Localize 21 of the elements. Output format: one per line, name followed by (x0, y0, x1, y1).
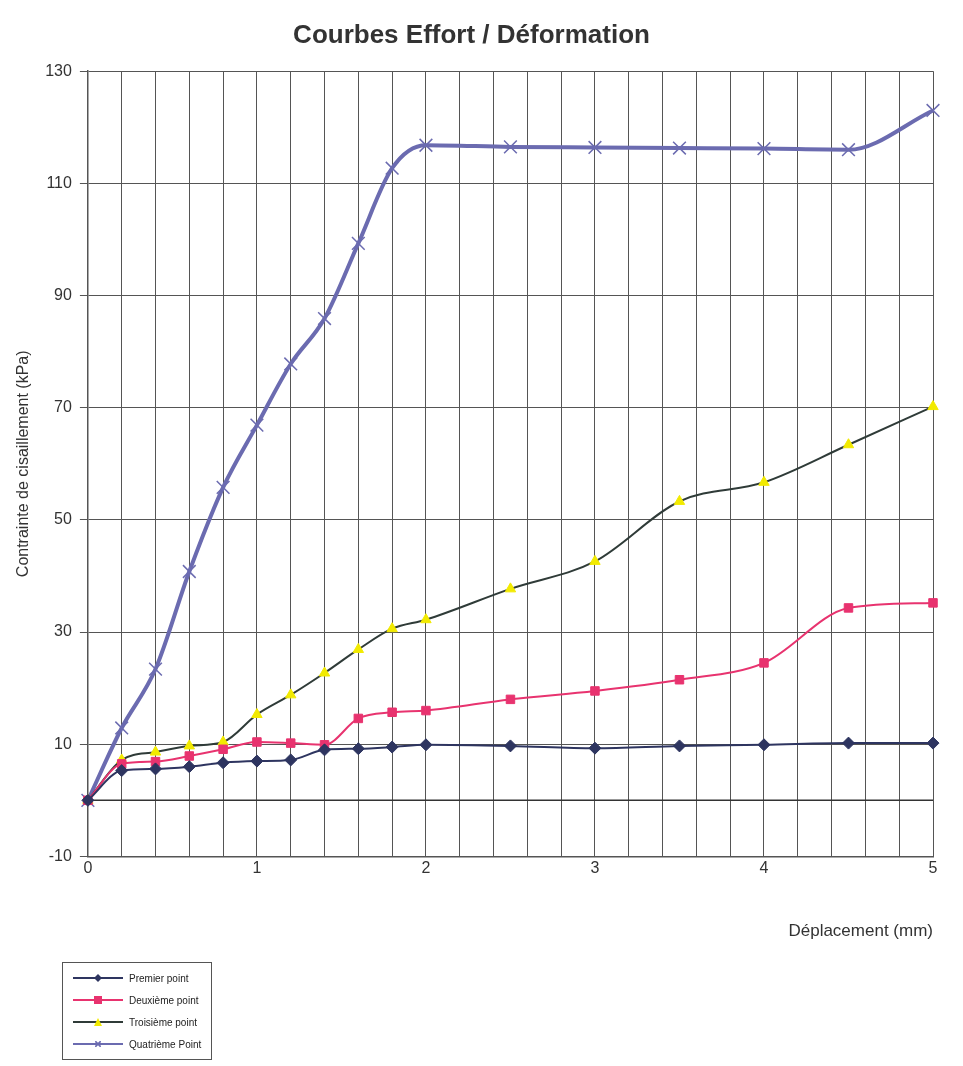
y-tick-label: 130 (45, 61, 72, 79)
chart-title: Courbes Effort / Déformation (293, 18, 650, 49)
y-tick-label: -10 (48, 846, 72, 864)
x-tick-label: 2 (421, 859, 431, 877)
x-axis-title: Déplacement (mm) (788, 921, 933, 941)
y-tick-label: 50 (54, 510, 72, 528)
x-tick-label: 4 (759, 859, 769, 877)
y-tick-label: 110 (46, 173, 72, 191)
x-tick-label: 1 (252, 859, 262, 877)
y-tick-label: 10 (54, 734, 72, 752)
x-tick-label: 3 (590, 859, 600, 877)
y-tick-label: 30 (54, 622, 72, 640)
legend-label: Deuxième point (129, 994, 199, 1006)
legend-label: Troisième point (129, 1016, 197, 1028)
legend-label: Premier point (129, 972, 189, 984)
legend-label: Quatrième Point (129, 1038, 202, 1050)
x-tick-label: 0 (83, 859, 93, 877)
y-axis-title: Contrainte de cisaillement (kPa) (14, 350, 32, 578)
x-tick-label: 5 (928, 859, 938, 877)
y-tick-label: 90 (54, 285, 72, 303)
y-tick-label: 70 (54, 398, 72, 416)
